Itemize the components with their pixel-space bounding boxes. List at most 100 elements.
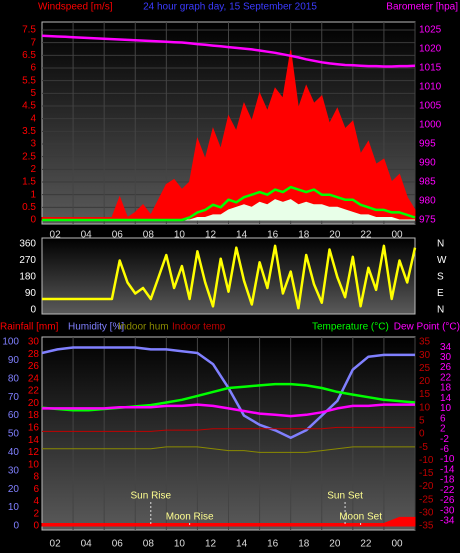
y-tick-label: 60	[8, 410, 20, 421]
x-tick-label: 22	[360, 539, 372, 550]
y-tick-label: 20	[28, 398, 40, 409]
x-tick-label: 12	[205, 230, 217, 241]
y-tick-label: 985	[419, 177, 436, 188]
y-tick-label: 6	[30, 63, 36, 74]
legend-label: Humidity [%]	[68, 322, 124, 333]
y-tick-label: 30	[28, 337, 40, 348]
y-tick-label: 14	[440, 393, 452, 404]
y-tick-label: 90	[8, 355, 20, 366]
y-tick-label: 990	[419, 158, 436, 169]
y-tick-label: 6	[440, 413, 446, 424]
x-tick-label: 16	[267, 230, 279, 241]
y-tick-label: -25	[419, 494, 434, 505]
annotation: Moon Set	[339, 512, 382, 523]
y-tick-label: 34	[440, 342, 452, 353]
y-tick-label: 10	[419, 402, 431, 413]
y-tick-label: 980	[419, 196, 436, 207]
x-tick-label: 06	[112, 230, 124, 241]
series-area	[41, 50, 416, 221]
x-tick-label: 00	[391, 230, 403, 241]
y-tick-label: -14	[440, 464, 455, 475]
y-tick-label: 100	[2, 337, 19, 348]
y-tick-label: 1015	[419, 63, 442, 74]
y-tick-label: 4	[33, 496, 39, 507]
x-tick-label: 20	[329, 539, 341, 550]
y-tick-label: -22	[440, 485, 455, 496]
y-tick-label: 10	[440, 403, 452, 414]
y-tick-label: 1	[30, 189, 36, 200]
y-tick-label: 24	[28, 373, 40, 384]
y-tick-label: 5	[419, 415, 425, 426]
y-tick-label: -5	[419, 442, 428, 453]
y-tick-label: 975	[419, 215, 436, 226]
y-tick-label: 28	[28, 349, 40, 360]
y-tick-label: S	[437, 272, 444, 283]
y-tick-label: 0	[33, 521, 39, 532]
series-line	[41, 34, 416, 68]
y-tick-label: -10	[419, 455, 434, 466]
y-tick-label: 1000	[419, 120, 442, 131]
y-tick-label: 1010	[419, 82, 442, 93]
y-tick-label: 20	[419, 376, 431, 387]
y-tick-label: N	[437, 239, 444, 250]
chart-title: 24 hour graph day, 15 September 2015	[143, 2, 317, 13]
y-tick-label: 3.5	[22, 126, 36, 137]
x-tick-label: 04	[81, 539, 93, 550]
y-tick-label: -30	[440, 505, 455, 516]
y-tick-label: 30	[440, 352, 452, 363]
series-line	[42, 185, 416, 222]
y-tick-label: 2	[30, 164, 36, 175]
y-tick-label: -20	[419, 481, 434, 492]
x-tick-label: 06	[112, 539, 124, 550]
x-tick-label: 16	[267, 539, 279, 550]
y-tick-label: 20	[8, 484, 20, 495]
y-tick-label: 7	[30, 37, 36, 48]
y-tick-label: 10	[8, 502, 20, 513]
y-tick-label: -6	[440, 444, 449, 455]
y-tick-label: 1020	[419, 44, 442, 55]
y-tick-label: 4	[30, 113, 36, 124]
x-tick-label: 18	[298, 230, 310, 241]
series-line	[42, 244, 417, 310]
x-tick-label: 22	[360, 230, 372, 241]
x-tick-label: 14	[236, 230, 248, 241]
y-tick-label: 70	[8, 392, 20, 403]
y-tick-label: 2	[440, 424, 446, 435]
y-tick-label: 25	[419, 363, 431, 374]
y-tick-label: -30	[419, 507, 434, 518]
plot-area	[41, 237, 416, 315]
series-line	[42, 446, 415, 453]
y-tick-label: 50	[8, 429, 20, 440]
legend-label: Indoor temp	[172, 322, 226, 333]
y-tick-label: -2	[440, 434, 449, 445]
x-tick-label: 14	[236, 539, 248, 550]
x-tick-label: 18	[298, 539, 310, 550]
y-tick-label: -35	[419, 521, 434, 532]
y-tick-label: 995	[419, 139, 436, 150]
y-tick-label: 8	[33, 472, 39, 483]
y-tick-label: -15	[419, 468, 434, 479]
y-tick-label: 2.5	[22, 151, 36, 162]
y-tick-label: 26	[28, 361, 40, 372]
x-tick-label: 20	[329, 230, 341, 241]
y-tick-label: 18	[28, 410, 40, 421]
x-tick-label: 04	[81, 230, 93, 241]
series-line	[42, 426, 415, 432]
y-tick-label: -10	[440, 454, 455, 465]
y-tick-label: 5.5	[22, 75, 36, 86]
y-tick-label: W	[437, 255, 447, 266]
y-tick-label: 6	[33, 484, 39, 495]
legend-label: Temperature (°C)	[312, 322, 389, 333]
y-tick-label: 1025	[419, 25, 442, 36]
y-tick-label: 15	[419, 389, 431, 400]
y-tick-label: 22	[28, 386, 40, 397]
legend-label: Dew Point (°C)	[394, 322, 460, 333]
x-tick-label: 08	[143, 539, 155, 550]
y-tick-label: -26	[440, 495, 455, 506]
x-tick-label: 02	[50, 230, 62, 241]
y-tick-label: 30	[419, 350, 431, 361]
x-tick-label: 02	[50, 539, 62, 550]
y-tick-label: E	[437, 288, 444, 299]
x-tick-label: 12	[205, 539, 217, 550]
x-tick-label: 10	[174, 230, 186, 241]
